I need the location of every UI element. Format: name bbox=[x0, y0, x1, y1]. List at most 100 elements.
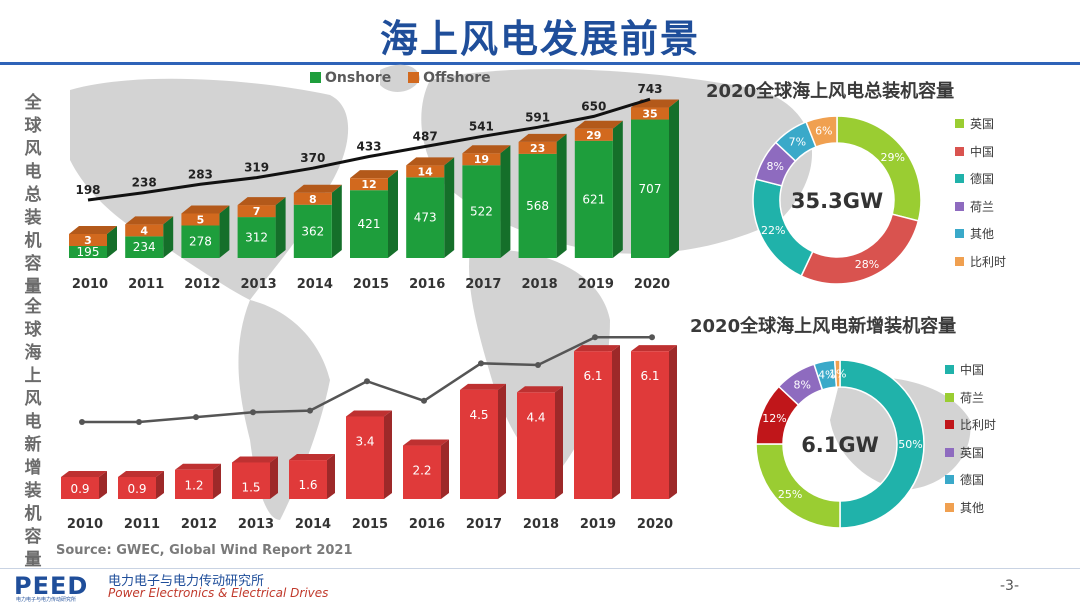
label-total: 743 bbox=[637, 82, 662, 96]
tick-label-year: 2019 bbox=[580, 517, 616, 532]
bar-offshore-top bbox=[462, 145, 511, 154]
legend-swatch bbox=[945, 365, 954, 375]
label-onshore: 707 bbox=[639, 182, 662, 196]
bar-new bbox=[175, 469, 213, 499]
label-onshore: 568 bbox=[526, 199, 549, 213]
trend-point bbox=[478, 360, 484, 367]
label-onshore: 195 bbox=[77, 245, 100, 259]
tick-label-year: 2014 bbox=[297, 277, 333, 292]
bar-new-top bbox=[289, 454, 335, 461]
title-underline bbox=[0, 62, 1080, 65]
bar-offshore bbox=[462, 153, 501, 166]
tick-label-year: 2015 bbox=[352, 517, 388, 532]
tick-label-year: 2018 bbox=[523, 517, 559, 532]
bar-offshore-top bbox=[518, 133, 567, 142]
tick-label-year: 2012 bbox=[181, 517, 217, 532]
label-onshore: 362 bbox=[301, 224, 324, 238]
label-new: 1.6 bbox=[298, 478, 317, 492]
legend-label: 比利时 bbox=[970, 254, 1007, 269]
bar-onshore bbox=[462, 165, 501, 258]
label-new: 3.4 bbox=[355, 435, 374, 449]
label-onshore: 473 bbox=[414, 211, 437, 225]
slice-label: 28% bbox=[855, 258, 879, 271]
legend-item: 比利时 bbox=[955, 248, 1006, 276]
bar-onshore bbox=[518, 153, 557, 258]
bar-new-side bbox=[669, 345, 677, 499]
label-new: 0.9 bbox=[127, 482, 146, 496]
legend-label: 德国 bbox=[970, 172, 995, 187]
bar-onshore bbox=[574, 140, 613, 258]
label-onshore: 278 bbox=[189, 235, 212, 249]
label-total: 238 bbox=[132, 176, 157, 190]
legend-label: 英国 bbox=[970, 117, 995, 132]
legend-item: 中国 bbox=[955, 138, 1006, 166]
label-offshore: 12 bbox=[361, 178, 376, 191]
label-offshore: 4 bbox=[140, 224, 148, 237]
label-total: 650 bbox=[581, 99, 606, 113]
label-new: 2.2 bbox=[412, 464, 431, 478]
bar-onshore-side bbox=[163, 216, 174, 258]
bar-new bbox=[118, 477, 156, 499]
bar-onshore bbox=[181, 225, 220, 258]
bar-offshore-top bbox=[69, 226, 117, 234]
bar-new-side bbox=[99, 471, 107, 499]
tick-label-year: 2016 bbox=[409, 277, 445, 292]
legend-item: 荷兰 bbox=[945, 384, 996, 412]
bar-onshore bbox=[350, 190, 388, 258]
bar-offshore-top bbox=[125, 216, 174, 225]
bar-new bbox=[631, 351, 669, 499]
bar-offshore-top bbox=[293, 184, 342, 193]
bar-new-top bbox=[346, 410, 392, 417]
tick-label-year: 2020 bbox=[637, 517, 673, 532]
legend-onshore: Onshore bbox=[325, 70, 392, 86]
bar-new-side bbox=[327, 454, 335, 499]
bar-new-side bbox=[156, 471, 164, 499]
bar-new-side bbox=[270, 456, 278, 499]
bar-new bbox=[574, 351, 612, 499]
bar-new bbox=[232, 462, 270, 499]
bar-new-side bbox=[555, 386, 563, 499]
legend-label: 中国 bbox=[960, 363, 985, 378]
legend-item: 德国 bbox=[955, 165, 1006, 193]
tick-label-year: 2013 bbox=[238, 517, 274, 532]
bar-new bbox=[403, 445, 441, 499]
bar-offshore bbox=[518, 141, 557, 154]
trend-point bbox=[649, 334, 655, 341]
label-offshore: 3 bbox=[84, 234, 92, 247]
legend-label: 英国 bbox=[960, 445, 985, 460]
label-new: 6.1 bbox=[640, 369, 659, 383]
peed-logo-subtitle: 电力电子与电力传动研究所 bbox=[16, 597, 77, 603]
bar-new-top bbox=[232, 456, 278, 463]
label-offshore: 14 bbox=[418, 165, 434, 178]
bar-new-side bbox=[384, 410, 392, 499]
label-total: 283 bbox=[188, 167, 213, 181]
tick-label-year: 2015 bbox=[353, 277, 389, 292]
bar-offshore-top bbox=[237, 197, 286, 206]
bar-offshore bbox=[181, 213, 220, 226]
bar-new-top bbox=[517, 386, 563, 393]
bar-offshore bbox=[631, 107, 669, 120]
donut-center-label: 35.3GW bbox=[791, 189, 883, 213]
title-bar: 海上风电发展前景 bbox=[0, 8, 1080, 63]
offshore-new-capacity-chart: 0.9 2010 0.9 2011 1.2 2012 1.5 2013 1.6 2014 3.4 20… bbox=[61, 334, 677, 532]
org-name-en: Power Electronics & Electrical Drives bbox=[108, 586, 329, 600]
bar-onshore-side bbox=[669, 99, 679, 258]
bar-new bbox=[346, 416, 384, 499]
bar-onshore bbox=[125, 236, 164, 258]
bar-new-top bbox=[574, 345, 620, 352]
label-onshore: 312 bbox=[245, 231, 268, 245]
label-new: 6.1 bbox=[583, 369, 602, 383]
bar-new bbox=[460, 389, 498, 499]
legend-label: 比利时 bbox=[960, 418, 997, 433]
legend-label: 其他 bbox=[960, 500, 985, 515]
slice-label: 25% bbox=[778, 488, 802, 501]
legend-item: 其他 bbox=[955, 220, 1006, 248]
bar-offshore bbox=[125, 224, 164, 237]
label-total: 198 bbox=[75, 183, 100, 197]
donut-slice bbox=[805, 115, 838, 148]
slice-label: 12% bbox=[762, 412, 786, 425]
label-onshore: 234 bbox=[133, 240, 156, 254]
bar-onshore-side bbox=[219, 205, 230, 258]
bar-new-side bbox=[612, 345, 620, 499]
tick-label-year: 2014 bbox=[295, 517, 331, 532]
